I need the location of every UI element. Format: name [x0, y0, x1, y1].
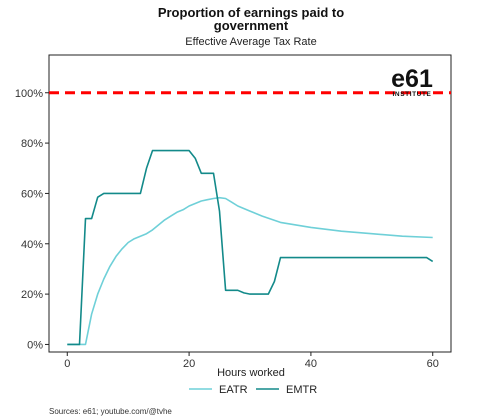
source-note: Sources: e61; youtube.com/@tvhe [49, 407, 172, 416]
x-tick-label: 60 [427, 358, 439, 370]
legend: EATR EMTR [189, 384, 317, 396]
y-tick-label: 0% [27, 339, 43, 351]
x-tick-label: 0 [64, 358, 70, 370]
series-line-emtr [67, 149, 434, 346]
chart-title-line2: government [214, 18, 289, 33]
y-tick-label: 100% [15, 88, 43, 100]
y-axis: 0% 20% 40% 60% 80% 100% [15, 88, 49, 351]
e61-logo: e61 INSTITUTE [391, 65, 433, 98]
chart-title-line1: Proportion of earnings paid to [158, 5, 344, 20]
logo-subtext: INSTITUTE [393, 91, 432, 98]
logo-text: e61 [391, 65, 433, 93]
x-axis: 0 20 40 60 [64, 352, 439, 370]
y-tick-label: 40% [21, 239, 43, 251]
y-tick-label: 80% [21, 138, 43, 150]
legend-label-emtr: EMTR [286, 384, 317, 396]
x-tick-label: 20 [183, 358, 195, 370]
plot-frame [48, 54, 452, 353]
legend-label-eatr: EATR [219, 384, 248, 396]
x-tick-label: 40 [305, 358, 317, 370]
x-axis-label: Hours worked [217, 367, 285, 379]
series-lines [67, 149, 434, 346]
y-tick-label: 20% [21, 289, 43, 301]
series-line-eatr [67, 196, 433, 346]
chart-subtitle: Effective Average Tax Rate [185, 36, 316, 48]
y-tick-label: 60% [21, 188, 43, 200]
